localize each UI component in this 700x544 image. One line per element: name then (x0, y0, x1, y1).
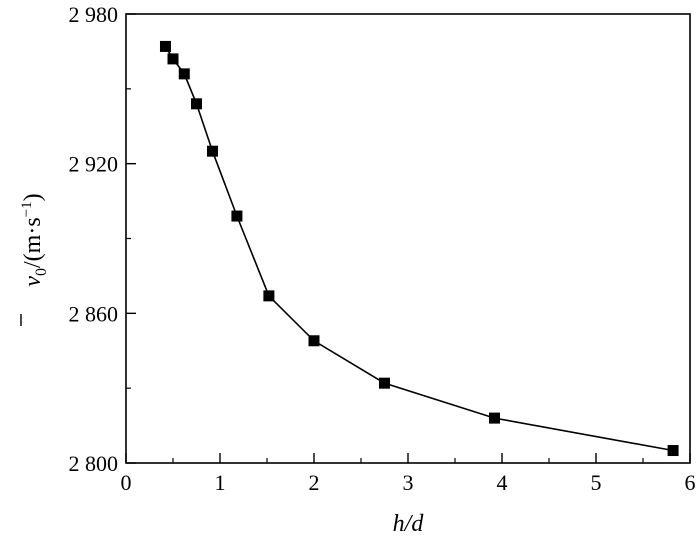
x-axis-label: h/d (393, 511, 425, 537)
y-tick-label: 2 800 (69, 451, 119, 476)
ticks (125, 13, 691, 464)
x-tick-label: 3 (403, 470, 414, 495)
markers (159, 40, 679, 457)
data-point (379, 377, 390, 389)
tick-labels: 0 1 2 3 4 5 6 2 800 2 860 2 920 2 980 (69, 2, 696, 495)
svg-text:v0/(m·s−1): v0/(m·s−1) (19, 193, 50, 286)
x-tick-label: 5 (591, 470, 602, 495)
data-point (191, 98, 202, 110)
data-point (178, 68, 190, 80)
data-point (206, 145, 218, 157)
x-tick-label: 4 (497, 470, 508, 495)
x-tick-label: 2 (309, 470, 320, 495)
data-point (159, 40, 171, 52)
data-point (308, 335, 320, 347)
data-point (667, 445, 679, 457)
plot-frame (125, 13, 691, 464)
y-axis-label: v0/(m·s−1) (19, 193, 50, 326)
data-point (263, 290, 275, 302)
x-tick-label: 6 (685, 470, 696, 495)
data-point (231, 210, 243, 222)
data-point (167, 53, 179, 65)
y-tick-label: 2 920 (69, 152, 119, 177)
series-line (164, 45, 674, 452)
y-tick-label: 2 860 (69, 301, 119, 326)
x-tick-label: 0 (121, 470, 132, 495)
y-tick-label: 2 980 (69, 2, 119, 27)
data-point (488, 412, 500, 424)
x-tick-label: 1 (215, 470, 226, 495)
